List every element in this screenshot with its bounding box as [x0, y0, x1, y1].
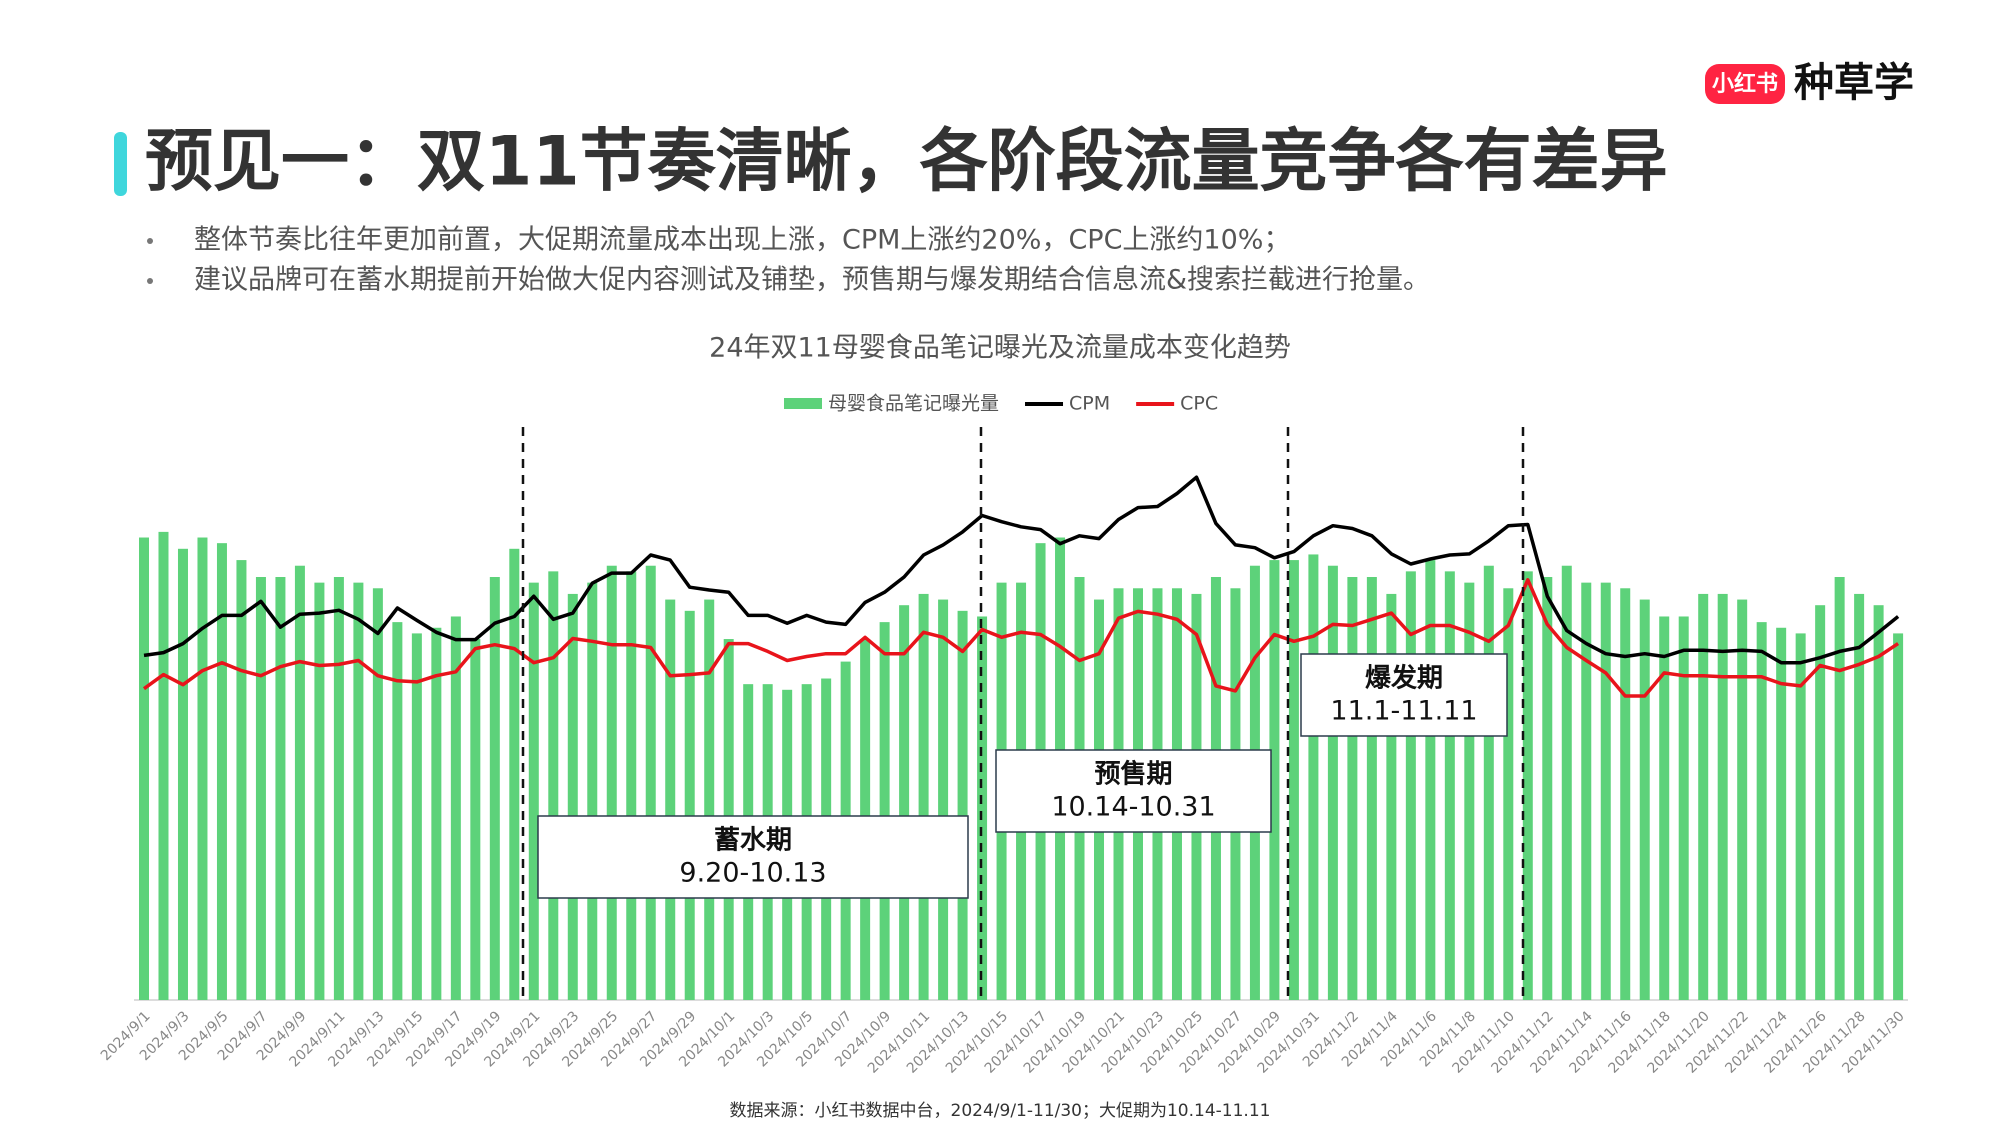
bar	[1639, 599, 1650, 1000]
legend-label: CPC	[1180, 393, 1218, 415]
bar	[606, 565, 617, 1000]
bar	[1308, 554, 1319, 1000]
chart-title: 24年双11母婴食品笔记曝光及流量成本变化趋势	[709, 333, 1291, 364]
bar	[1737, 599, 1748, 1000]
logo-badge	[1705, 64, 1785, 104]
phase-label: 蓄水期	[714, 826, 792, 856]
bar	[626, 571, 637, 1000]
phase-box	[1300, 653, 1508, 737]
line	[142, 578, 1900, 698]
bar	[470, 639, 481, 1000]
bar	[1834, 577, 1845, 1000]
bar	[1873, 605, 1884, 1000]
bar	[1522, 571, 1533, 1000]
bar	[372, 588, 383, 1000]
line	[143, 475, 1900, 665]
phase-label: 预售期	[1094, 759, 1172, 790]
bar	[1659, 616, 1670, 1000]
bar	[216, 543, 227, 1000]
phase-box	[537, 815, 969, 899]
phase-range: 11.1-11.11	[1330, 696, 1477, 727]
bar	[918, 593, 929, 1000]
bar	[1795, 633, 1806, 1000]
legend-item: 母婴食品笔记曝光量	[784, 393, 999, 415]
bullet-dot	[147, 278, 153, 284]
bar	[1444, 571, 1455, 1000]
bar	[1386, 593, 1397, 1000]
bar	[1756, 622, 1767, 1000]
bar	[879, 622, 890, 1000]
bullet-text: 建议品牌可在蓄水期提前开始做大促内容测试及铺垫，预售期与爆发期结合信息流&搜索拦…	[194, 265, 1430, 296]
bar	[684, 610, 695, 1000]
bar	[528, 582, 539, 1000]
bar	[333, 577, 344, 1000]
bar	[255, 577, 266, 1000]
logo-text: 种草学	[1794, 60, 1914, 106]
bar	[1327, 565, 1338, 1000]
page-title: 预见一：双11节奏清晰，各阶段流量竞争各有差异	[145, 123, 1668, 202]
phase-label: 爆发期	[1365, 663, 1443, 694]
bar	[1347, 577, 1358, 1000]
bar	[1483, 565, 1494, 1000]
legend-item: CPC	[1136, 393, 1218, 415]
bar	[1854, 593, 1865, 1000]
bar	[139, 537, 149, 1000]
logo-badge-text: 小红书	[1712, 71, 1778, 97]
phase-range: 10.14-10.31	[1051, 792, 1215, 823]
bar	[1405, 571, 1416, 1000]
bar	[1678, 616, 1689, 1000]
bar	[1620, 588, 1631, 1000]
bar	[665, 599, 676, 1000]
bar	[236, 560, 247, 1000]
phase-box	[995, 749, 1272, 833]
bar	[353, 582, 364, 1000]
bar	[411, 633, 422, 1000]
bar	[489, 577, 500, 1000]
bar	[197, 537, 208, 1000]
legend-label: CPM	[1069, 393, 1110, 415]
legend-label: 母婴食品笔记曝光量	[828, 393, 999, 415]
source-note: 数据来源：小红书数据中台，2024/9/1-11/30；大促期为10.14-11…	[730, 1101, 1271, 1121]
bar	[177, 548, 188, 1000]
bar	[314, 582, 325, 1000]
title-accent	[114, 132, 127, 196]
bar	[1581, 582, 1592, 1000]
bullet-text: 整体节奏比往年更加前置，大促期流量成本出现上涨，CPM上涨约20%，CPC上涨约…	[194, 225, 1290, 256]
bar	[1269, 560, 1280, 1000]
bar	[509, 548, 520, 1000]
legend-swatch	[784, 398, 822, 409]
bar	[158, 531, 169, 1000]
bar	[431, 627, 442, 1000]
bar	[587, 582, 598, 1000]
bar	[1893, 633, 1904, 1000]
bar	[938, 599, 949, 1000]
bar	[977, 616, 988, 1000]
bar	[1698, 593, 1709, 1000]
bar	[1288, 560, 1299, 1000]
bar	[450, 616, 461, 1000]
bar	[392, 622, 403, 1000]
bar	[1542, 577, 1553, 1000]
bar	[1503, 588, 1514, 1000]
bar	[1425, 560, 1436, 1000]
bar	[1776, 627, 1787, 1000]
bar	[275, 577, 286, 1000]
bar	[548, 571, 559, 1000]
bullet-dot	[147, 238, 153, 244]
bar	[957, 610, 968, 1000]
bar	[645, 565, 656, 1000]
bar	[1464, 582, 1475, 1000]
bar	[704, 599, 715, 1000]
bar	[1561, 565, 1572, 1000]
legend-item: CPM	[1025, 393, 1110, 415]
bar	[1600, 582, 1611, 1000]
phase-range: 9.20-10.13	[679, 858, 826, 889]
bar	[899, 605, 910, 1000]
bar	[1815, 605, 1826, 1000]
bar	[294, 565, 305, 1000]
bar	[1717, 593, 1728, 1000]
bar	[1366, 577, 1377, 1000]
bar	[567, 593, 578, 1000]
